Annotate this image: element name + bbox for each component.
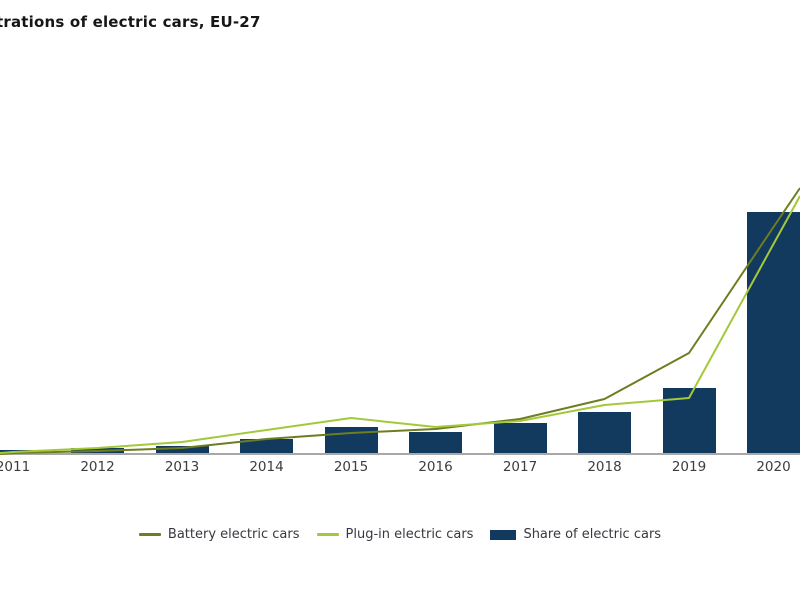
x-tick-2015: 2015 <box>333 459 369 475</box>
battery-line-swatch-icon <box>138 533 161 536</box>
share-box-swatch-icon <box>490 529 517 540</box>
bar-2018 <box>578 412 631 454</box>
legend: Battery electric cars Plug-in electric c… <box>0 527 800 542</box>
bar-2013 <box>155 446 209 454</box>
x-tick-2011: 2011 <box>0 459 31 475</box>
x-tick-2016: 2016 <box>418 459 453 475</box>
bar-2017 <box>493 423 547 454</box>
legend-label-battery: Battery electric cars <box>167 527 300 542</box>
x-tick-2020: 2020 <box>756 459 791 475</box>
legend-item-battery: Battery electric cars <box>138 527 300 542</box>
legend-label-plugin: Plug-in electric cars <box>345 527 474 542</box>
chart-title: trations of electric cars, EU-27 <box>0 13 261 31</box>
x-axis-line <box>0 453 800 455</box>
bar-2016 <box>409 432 462 454</box>
x-tick-2017: 2017 <box>502 459 538 475</box>
plugin-line-swatch-icon <box>316 533 339 536</box>
legend-label-share: Share of electric cars <box>523 527 662 542</box>
x-tick-2014: 2014 <box>249 459 284 475</box>
line-battery-electric-cars <box>0 187 800 455</box>
x-tick-2019: 2019 <box>671 459 707 475</box>
legend-item-plugin: Plug-in electric cars <box>316 527 474 542</box>
bar-2014 <box>240 439 293 454</box>
line-plug-in-electric-cars <box>0 195 800 454</box>
x-tick-2013: 2013 <box>164 459 200 475</box>
x-tick-2018: 2018 <box>587 459 622 475</box>
x-tick-2012: 2012 <box>80 459 115 475</box>
legend-item-share: Share of electric cars <box>490 527 661 542</box>
